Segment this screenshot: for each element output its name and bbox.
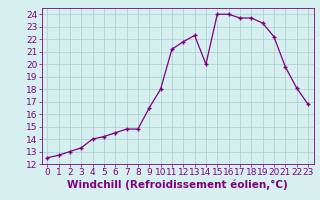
X-axis label: Windchill (Refroidissement éolien,°C): Windchill (Refroidissement éolien,°C) (67, 180, 288, 190)
